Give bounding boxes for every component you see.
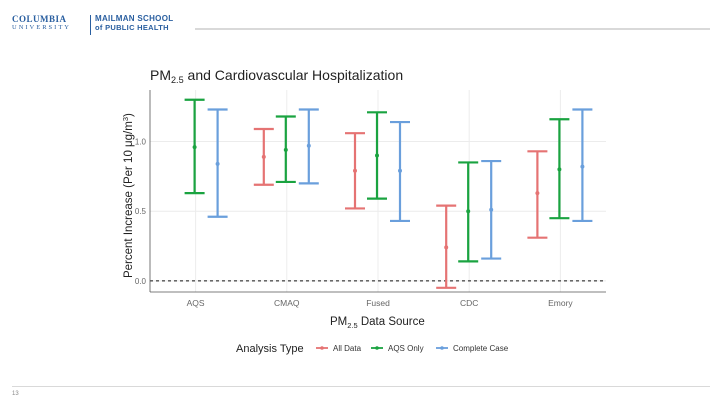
- x-tick-label: CDC: [460, 298, 478, 308]
- x-tick-label: Emory: [548, 298, 573, 308]
- footer-rule: [12, 386, 710, 387]
- columbia-logo: COLUMBIA UNIVERSITY: [12, 14, 92, 31]
- mailman-logo: MAILMAN SCHOOL of PUBLIC HEALTH: [95, 14, 173, 32]
- point-estimate: [580, 164, 585, 169]
- logo-divider: [90, 15, 91, 35]
- point-estimate: [215, 161, 220, 166]
- point-estimate: [192, 145, 197, 150]
- legend-label: AQS Only: [388, 344, 424, 353]
- columbia-logo-line1: COLUMBIA: [12, 14, 67, 24]
- y-tick-label: 0.0: [135, 277, 147, 286]
- y-tick-label: 1.0: [135, 138, 147, 147]
- point-estimate: [306, 143, 311, 148]
- point-estimate: [283, 147, 288, 152]
- y-tick-label: 0.5: [135, 207, 147, 216]
- point-estimate: [398, 168, 402, 173]
- point-estimate: [466, 209, 471, 214]
- legend-key-point: [440, 346, 444, 350]
- mailman-logo-line1: MAILMAN SCHOOL: [95, 14, 174, 23]
- columbia-logo-line2: UNIVERSITY: [12, 24, 71, 31]
- point-estimate: [353, 168, 357, 173]
- header-rule: [195, 28, 710, 30]
- x-tick-label: Fused: [366, 298, 390, 308]
- point-estimate: [489, 207, 494, 212]
- chart-xlabel: PM2.5 Data Source: [330, 316, 425, 330]
- x-tick-label: AQS: [187, 298, 205, 308]
- chart-title: PM2.5 and Cardiovascular Hospitalization: [150, 67, 403, 85]
- point-estimate: [557, 167, 562, 172]
- point-estimate: [535, 191, 540, 196]
- legend-label: All Data: [333, 344, 362, 353]
- chart-legend: All Data AQS Only Complete Case: [316, 344, 509, 353]
- point-estimate: [261, 154, 266, 159]
- legend-title: Analysis Type: [236, 343, 304, 355]
- point-estimate: [444, 245, 449, 250]
- point-estimate: [375, 153, 379, 158]
- x-tick-label: CMAQ: [274, 298, 300, 308]
- chart-ylabel: Percent Increase (Per 10 μg/m3): [121, 113, 135, 278]
- mailman-logo-line2: of PUBLIC HEALTH: [95, 23, 169, 32]
- chart-marks: [184, 98, 593, 289]
- legend-key-point: [375, 346, 379, 350]
- legend-label: Complete Case: [453, 344, 509, 353]
- page-number: 13: [12, 391, 19, 397]
- legend-key-point: [320, 346, 324, 350]
